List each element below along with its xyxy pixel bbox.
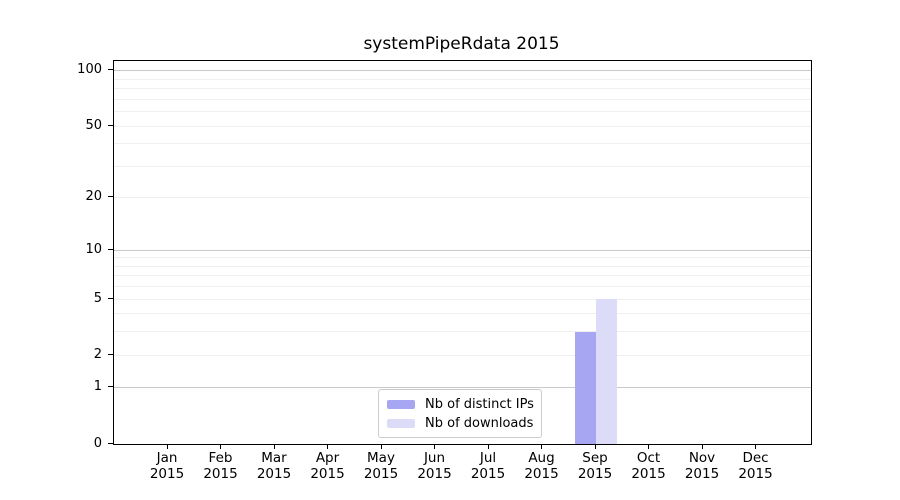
x-tick-label: May 2015 — [363, 450, 399, 482]
x-tick-mark — [648, 444, 649, 449]
legend-swatch-distinct-ips — [387, 399, 415, 409]
bar-nb-of-distinct-ips-sep — [575, 331, 596, 444]
x-tick-mark — [434, 444, 435, 449]
minor-gridline — [114, 125, 811, 127]
x-tick-label: Oct 2015 — [631, 450, 666, 482]
x-tick-label: Nov 2015 — [684, 450, 720, 482]
y-tick-mark — [108, 353, 113, 355]
minor-gridline — [114, 111, 811, 113]
x-tick-label: Dec 2015 — [738, 450, 773, 482]
minor-gridline — [114, 354, 811, 356]
legend-label-distinct-ips: Nb of distinct IPs — [425, 396, 534, 412]
chart-title: systemPipeRdata 2015 — [363, 34, 560, 54]
minor-gridline — [114, 331, 811, 333]
legend-swatch-downloads — [387, 418, 415, 428]
x-tick-label: Aug 2015 — [524, 450, 559, 482]
x-tick-label: Jul 2015 — [470, 450, 506, 482]
major-gridline — [114, 70, 811, 72]
minor-gridline — [114, 275, 811, 277]
y-tick-label: 100 — [77, 62, 102, 78]
minor-gridline — [114, 98, 811, 100]
minor-gridline — [114, 257, 811, 259]
legend-label-downloads: Nb of downloads — [425, 415, 534, 431]
y-tick-mark — [108, 297, 113, 299]
minor-gridline — [114, 286, 811, 288]
y-tick-mark — [108, 69, 113, 71]
x-tick-mark — [273, 444, 275, 449]
minor-gridline — [114, 165, 811, 167]
x-tick-mark — [541, 444, 542, 449]
y-tick-mark — [108, 248, 113, 250]
x-tick-mark — [755, 444, 756, 449]
x-tick-mark — [594, 444, 596, 449]
legend: Nb of distinct IPs Nb of downloads — [378, 389, 542, 438]
x-tick-mark — [701, 444, 703, 449]
y-tick-mark — [108, 196, 113, 198]
minor-gridline — [114, 265, 811, 267]
minor-gridline — [114, 78, 811, 80]
y-tick-label: 10 — [85, 241, 102, 257]
minor-gridline — [114, 298, 811, 300]
minor-gridline — [114, 88, 811, 90]
major-gridline — [114, 249, 811, 251]
x-tick-mark — [487, 444, 489, 449]
y-tick-mark — [108, 442, 113, 444]
major-gridline — [114, 387, 811, 389]
y-tick-label: 1 — [93, 379, 102, 395]
minor-gridline — [114, 197, 811, 199]
y-tick-label: 20 — [85, 189, 102, 205]
y-tick-label: 2 — [93, 346, 102, 362]
minor-gridline — [114, 143, 811, 145]
y-tick-mark — [108, 386, 113, 388]
x-tick-label: Mar 2015 — [256, 450, 292, 482]
x-tick-label: Jan 2015 — [149, 450, 185, 482]
x-tick-label: Sep 2015 — [577, 450, 613, 482]
legend-item-downloads: Nb of downloads — [387, 416, 533, 431]
plot-area — [113, 60, 812, 445]
bar-nb-of-downloads-sep — [596, 299, 617, 444]
x-tick-label: Jun 2015 — [417, 450, 452, 482]
y-tick-label: 50 — [85, 117, 102, 133]
x-tick-mark — [166, 444, 168, 449]
legend-item-distinct-ips: Nb of distinct IPs — [387, 396, 534, 412]
y-tick-label: 0 — [93, 435, 102, 451]
x-tick-mark — [380, 444, 382, 449]
minor-gridline — [114, 313, 811, 315]
x-tick-label: Feb 2015 — [203, 450, 238, 482]
y-tick-label: 5 — [93, 290, 102, 306]
x-tick-label: Apr 2015 — [310, 450, 345, 482]
x-tick-mark — [220, 444, 221, 449]
y-tick-mark — [108, 124, 113, 126]
x-tick-mark — [327, 444, 328, 449]
